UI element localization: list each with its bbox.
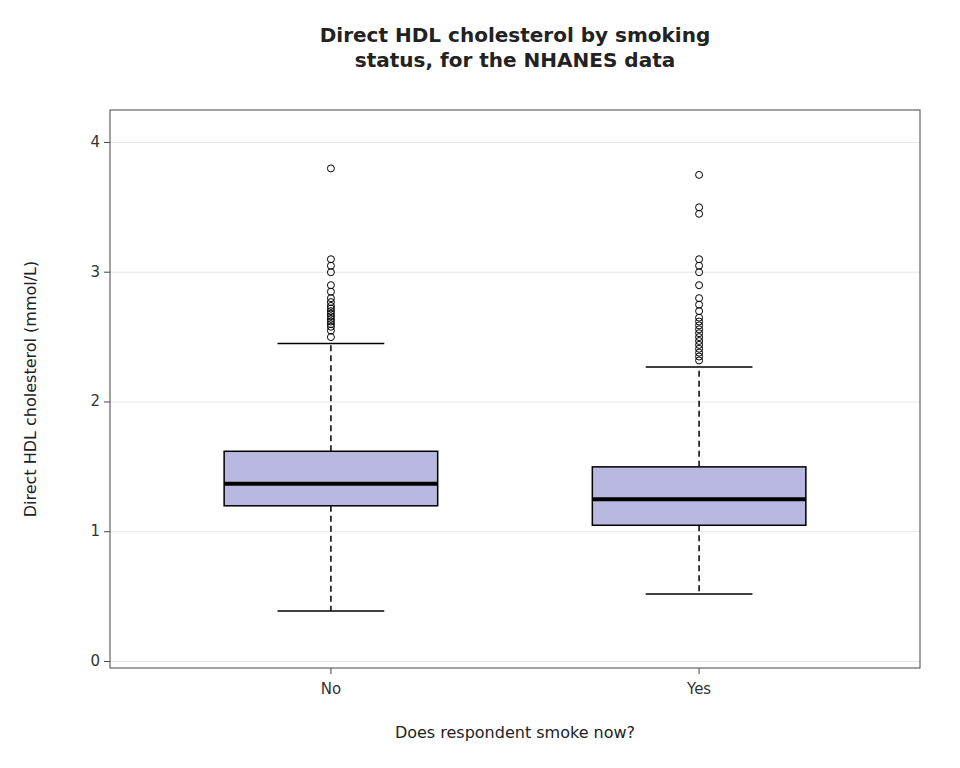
y-tick [104,531,110,532]
grid-line [110,531,920,532]
x-tick-label: Yes [686,680,711,698]
outlier [327,288,334,295]
outlier [696,269,703,276]
plot-area [224,165,806,611]
whisker-low [330,506,332,611]
outlier [327,262,334,269]
y-tick [104,661,110,662]
plot-frame [110,110,920,668]
whisker-low [698,525,700,594]
outlier [327,256,334,263]
y-tick-label: 2 [90,392,100,410]
outlier [327,295,334,302]
median [224,482,438,486]
x-axis-label: Does respondent smoke now? [395,723,635,742]
outlier [327,334,334,341]
cap-low [646,593,753,595]
box [592,467,806,525]
outlier [327,282,334,289]
x-tick [699,668,700,674]
cap-low [278,610,385,612]
whisker-high [330,344,332,452]
y-tick [104,142,110,143]
grid-line [110,142,920,143]
y-axis-label: Direct HDL cholesterol (mmol/L) [21,261,40,518]
grid-line [110,661,920,662]
outlier [696,210,703,217]
outlier [696,314,703,321]
cap-high [646,366,753,368]
y-tick-label: 0 [90,652,100,670]
y-tick-label: 3 [90,263,100,281]
outlier [696,308,703,315]
outlier [327,269,334,276]
y-tick [104,272,110,273]
outlier [696,171,703,178]
box [224,451,438,506]
y-tick [104,401,110,402]
title: Direct HDL cholesterol by smokingstatus,… [320,23,711,72]
title-line: status, for the NHANES data [355,48,675,72]
outlier [696,295,703,302]
x-tick-label: No [321,680,341,698]
title-line: Direct HDL cholesterol by smoking [320,23,711,47]
whisker-high [698,367,700,467]
grid-line [110,401,920,402]
outlier [696,262,703,269]
y-tick-label: 4 [90,133,100,151]
outlier [696,256,703,263]
y-tick-label: 1 [90,522,100,540]
median [592,497,806,501]
x-tick [330,668,331,674]
outlier [327,165,334,172]
outlier [696,282,703,289]
grid-line [110,272,920,273]
outlier [696,204,703,211]
outlier [696,301,703,308]
cap-high [278,343,385,345]
chart: Direct HDL cholesterol by smokingstatus,… [0,0,960,768]
